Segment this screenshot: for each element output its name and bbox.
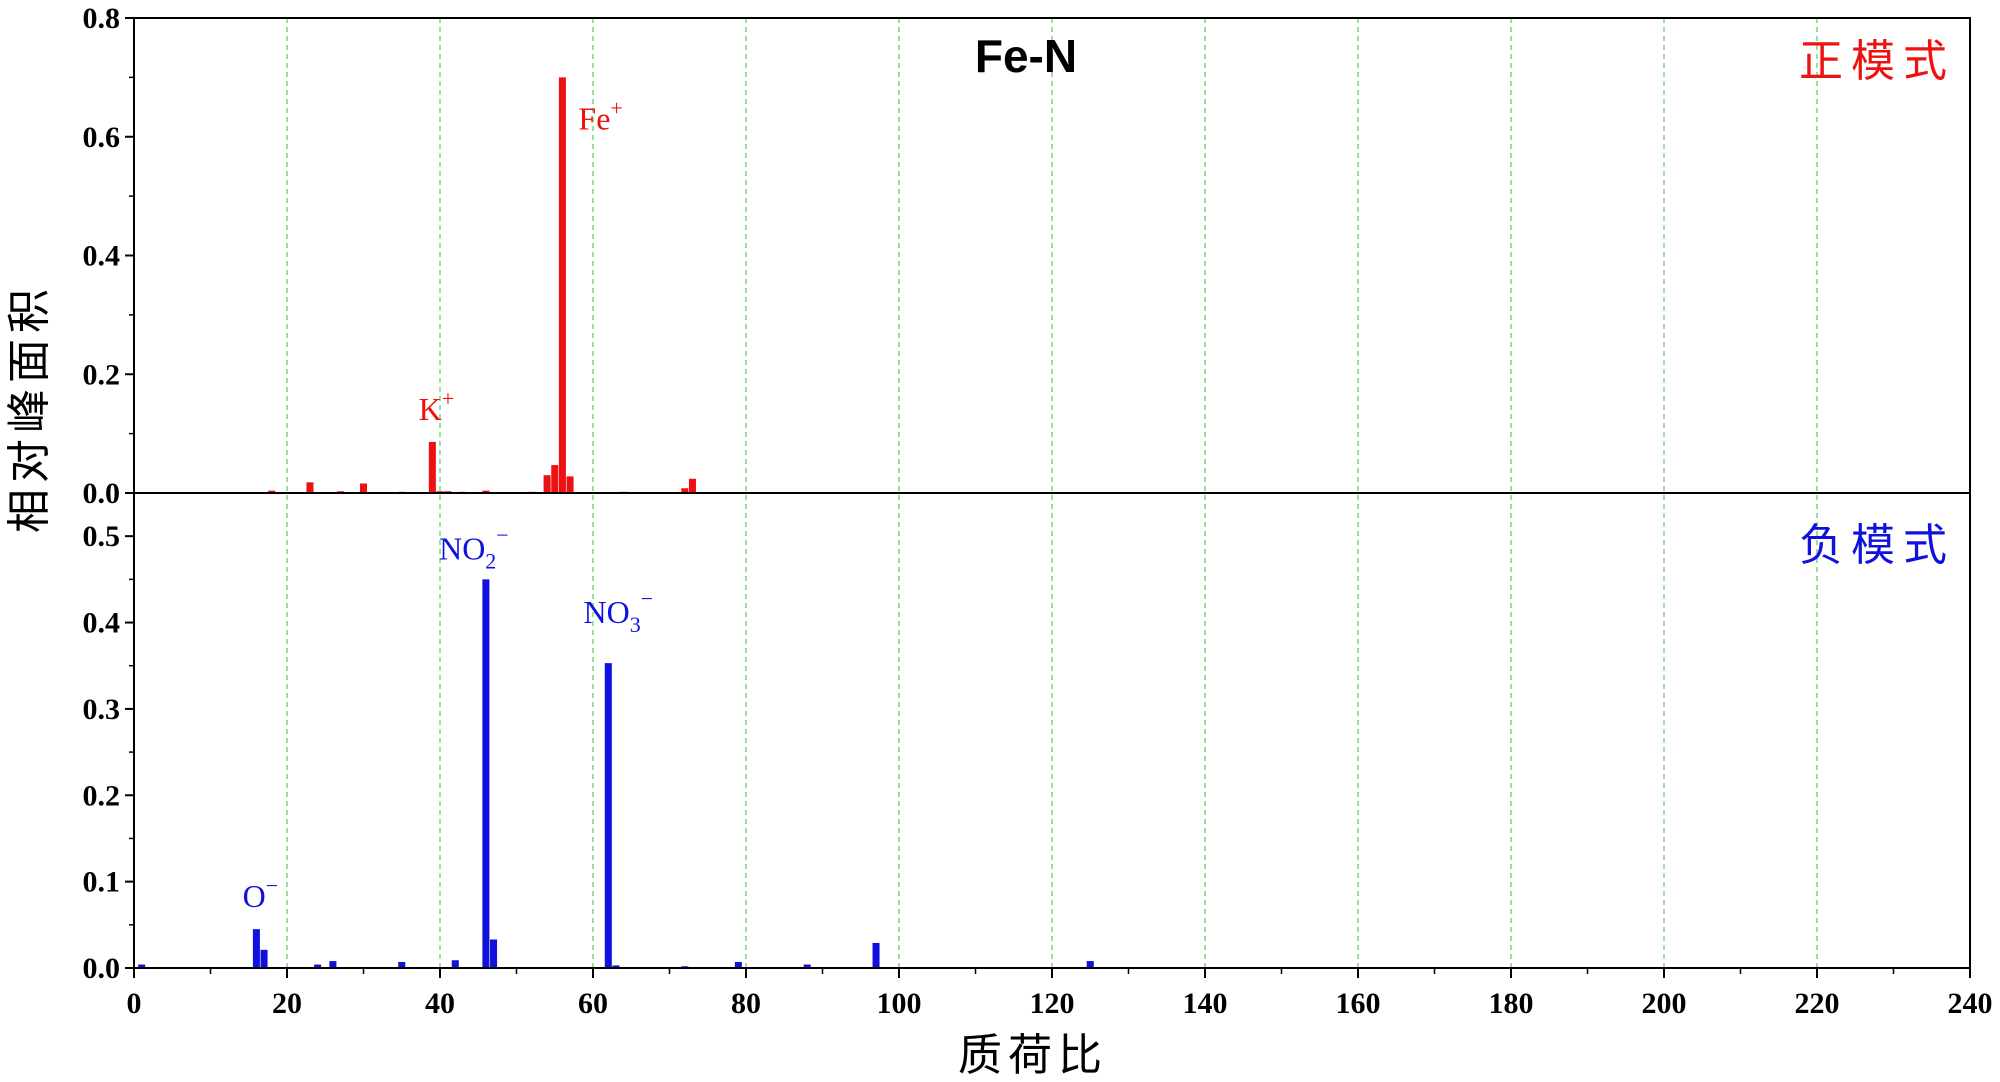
bar	[482, 490, 490, 493]
y-tick-label: 0.1	[83, 866, 121, 899]
x-axis-title: 质荷比	[958, 1030, 1108, 1081]
bar	[734, 961, 742, 968]
bar	[604, 663, 612, 968]
bar	[612, 965, 620, 968]
bar	[1086, 961, 1094, 968]
bar	[451, 960, 459, 968]
x-tick-label: 160	[1336, 987, 1381, 1020]
bar	[872, 942, 880, 968]
x-tick-label: 20	[272, 987, 302, 1020]
tick-labels: 0.0 0.2 0.4 0.6 0.8 0.0 0.1 0.2 0.3 0.4 0.5 0 20 40 60…	[83, 2, 1993, 1020]
x-tick-label: 140	[1183, 987, 1228, 1020]
bar	[252, 929, 260, 968]
y-tick-label: 0.5	[83, 520, 121, 553]
bar	[306, 482, 314, 493]
x-tick-label: 0	[127, 987, 142, 1020]
x-tick-label: 240	[1948, 987, 1993, 1020]
bar	[482, 579, 490, 968]
negative-mode-label: 负模式	[1799, 520, 1955, 571]
y-tick-label: 0.4	[83, 240, 121, 273]
positive-mode-label: 正模式	[1799, 36, 1955, 87]
bar	[260, 949, 268, 968]
peak-label: K+	[419, 386, 455, 427]
y-tick-label: 0.0	[83, 477, 121, 510]
bar	[803, 964, 811, 968]
x-tick-label: 60	[578, 987, 608, 1020]
bar	[314, 964, 322, 968]
x-tick-label: 220	[1795, 987, 1840, 1020]
chart-title: Fe-N	[975, 30, 1077, 82]
peak-label: NO3−	[583, 586, 653, 637]
bar	[543, 475, 551, 493]
x-tick-label: 120	[1030, 987, 1075, 1020]
bar	[398, 961, 406, 968]
y-tick-label: 0.2	[83, 779, 121, 812]
axes	[125, 17, 1971, 978]
bar	[558, 77, 566, 493]
bar	[138, 964, 146, 968]
peak-label: O−	[243, 873, 279, 914]
x-tick-label: 80	[731, 987, 761, 1020]
y-tick-label: 0.0	[83, 952, 121, 985]
y-tick-label: 0.8	[83, 2, 121, 35]
y-tick-label: 0.2	[83, 358, 121, 391]
x-tick-label: 100	[877, 987, 922, 1020]
bar	[428, 441, 436, 493]
bar	[268, 490, 276, 493]
peak-label: Fe+	[578, 95, 622, 136]
x-tick-label: 40	[425, 987, 455, 1020]
x-tick-label: 180	[1489, 987, 1534, 1020]
bar	[490, 939, 498, 968]
bar	[329, 961, 337, 968]
bar	[688, 478, 696, 493]
bar	[551, 465, 559, 493]
y-tick-label: 0.6	[83, 121, 121, 154]
y-axis-title: 相对峰面积	[4, 283, 55, 533]
bar	[681, 488, 689, 493]
bar	[566, 476, 574, 493]
y-tick-label: 0.3	[83, 693, 121, 726]
peak-annotations: K+ Fe+ O− NO2− NO3−	[243, 95, 653, 914]
y-tick-label: 0.4	[83, 607, 121, 640]
peak-label: NO2−	[439, 522, 509, 573]
bars	[138, 77, 1729, 968]
x-tick-label: 200	[1642, 987, 1687, 1020]
bar	[359, 483, 368, 493]
